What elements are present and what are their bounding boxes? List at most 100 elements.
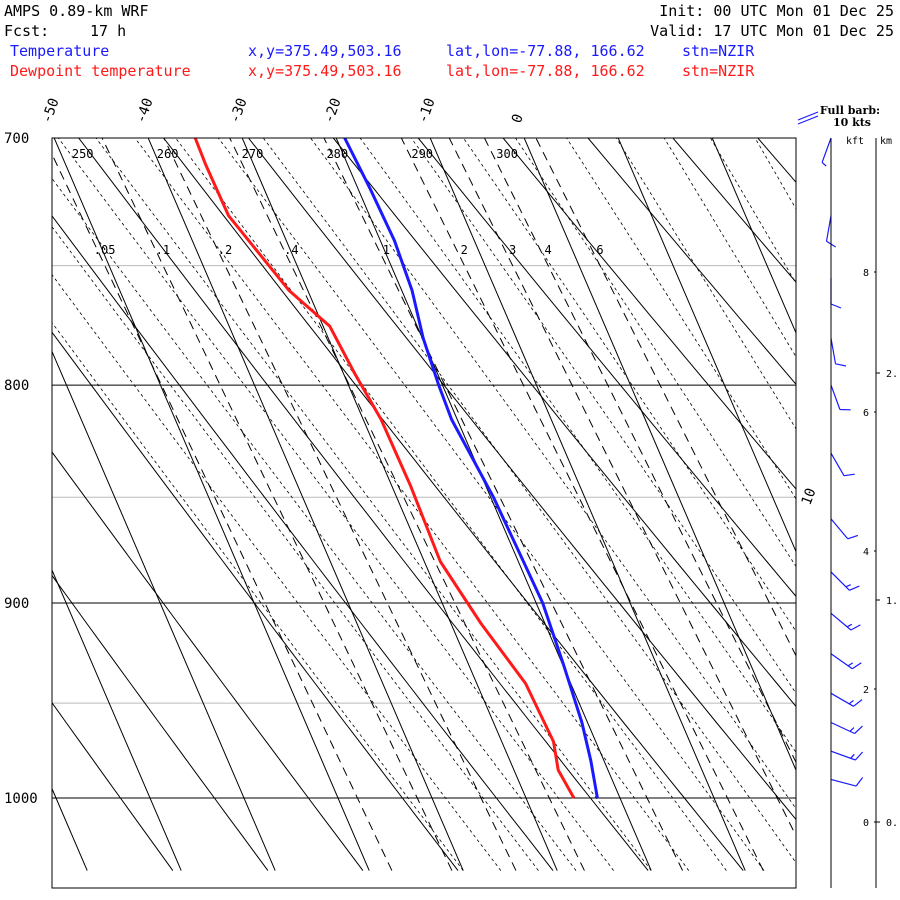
dry-adiabats xyxy=(52,138,796,871)
moist-adiabat-line xyxy=(515,138,796,568)
wind-barb xyxy=(830,750,864,761)
legend-temperature-xy: x,y=375.49,503.16 xyxy=(248,42,402,60)
legend-dewpoint-name: Dewpoint temperature xyxy=(10,62,191,80)
mixing-ratio-label: .1 xyxy=(156,243,170,257)
wind-barb xyxy=(821,137,832,167)
wind-barb xyxy=(830,338,847,367)
isotherm-line xyxy=(52,787,88,871)
moist-adiabat-line xyxy=(410,138,796,694)
mixing-ratio-line xyxy=(400,138,764,871)
dry-adiabat-line xyxy=(417,138,796,598)
moist-adiabat-line xyxy=(710,138,796,285)
mixing-ratio-label: .4 xyxy=(284,243,298,257)
dry-adiabat-line xyxy=(52,701,174,871)
theta-label: 290 xyxy=(411,147,433,161)
moist-adiabat-line xyxy=(615,138,796,430)
wind-barb xyxy=(830,452,855,477)
moist-adiabat-line xyxy=(754,138,796,210)
kft-label: kft xyxy=(846,136,864,147)
mixing-ratio-label: .2 xyxy=(218,243,232,257)
moist-adiabat-line xyxy=(52,177,577,871)
moist-adiabat-line xyxy=(359,138,796,753)
kft-tick-label: 4 xyxy=(863,547,869,558)
moist-adiabat-line xyxy=(310,138,796,810)
temperature-tick-label: -50 xyxy=(39,96,63,125)
sounding-series xyxy=(193,138,599,799)
barb-note: Full barb: 10 kts xyxy=(820,104,880,129)
legend-temperature-name: Temperature xyxy=(10,42,109,60)
height-axis: kft km 8 6 4 2 0 2. 1. 0. xyxy=(830,136,898,888)
chart-labels: 7008009001000-70-60-50-40-30-20-10025026… xyxy=(4,96,820,807)
mixing-ratio-line xyxy=(101,138,453,871)
moist-adiabat-line xyxy=(95,138,652,871)
wind-barb xyxy=(830,692,863,707)
wind-barb xyxy=(830,777,864,787)
isotherm-line xyxy=(147,138,464,871)
isotherm-line xyxy=(241,138,558,871)
pressure-tick-label: 800 xyxy=(4,378,29,394)
wind-barb xyxy=(830,612,861,631)
isotherm-line xyxy=(877,84,900,870)
fcst-label: Fcst: xyxy=(4,22,49,40)
dry-adiabat-line xyxy=(162,138,744,871)
mixing-ratio-line xyxy=(484,138,796,764)
theta-label: 260 xyxy=(157,147,179,161)
legend-dewpoint-latlon: lat,lon=-77.88, 166.62 xyxy=(446,62,645,80)
mixing-ratio-label: 4 xyxy=(544,243,551,257)
theta-label: 250 xyxy=(72,147,94,161)
dry-adiabat-line xyxy=(502,138,796,490)
legend-dewpoint-stn: stn=NZIR xyxy=(682,62,755,80)
wind-barb xyxy=(830,721,863,735)
barb-key-icon xyxy=(797,111,819,125)
pressure-tick-label: 1000 xyxy=(4,791,38,807)
pressure-tick-label: 900 xyxy=(4,596,29,612)
legend-temperature-latlon: lat,lon=-77.88, 166.62 xyxy=(446,42,645,60)
wind-barb xyxy=(830,384,851,411)
mixing-ratio-line xyxy=(52,153,393,871)
theta-label: 270 xyxy=(242,147,264,161)
isotherm-line xyxy=(783,84,900,870)
isotherm-line xyxy=(53,138,370,871)
plot-frame xyxy=(51,137,797,889)
moist-adiabat-line xyxy=(52,274,502,871)
kft-tick-label: 2 xyxy=(863,685,869,696)
mixing-ratio-line xyxy=(163,138,517,871)
isotherms xyxy=(52,84,900,871)
moist-adiabats xyxy=(52,138,796,871)
mixing-ratio-label: 3 xyxy=(509,243,516,257)
moist-adiabat-line xyxy=(52,321,464,871)
km-tick-label: 0. xyxy=(886,818,898,829)
dry-adiabat-line xyxy=(587,138,796,386)
mixing-ratio-line xyxy=(535,138,796,657)
moist-adiabat-line xyxy=(175,138,727,871)
temperature-tick-label: -20 xyxy=(321,96,345,125)
barb-note-line1: Full barb: xyxy=(820,104,880,117)
legend-temperature-stn: stn=NZIR xyxy=(682,42,755,60)
km-label: km xyxy=(880,136,892,147)
isotherm-line xyxy=(617,138,796,553)
extra-isotherm-label: 10 xyxy=(799,486,820,507)
mixing-ratio-line xyxy=(323,138,684,871)
mixing-ratio-lines xyxy=(52,138,796,871)
km-tick-label: 1. xyxy=(886,596,898,607)
moist-adiabat-line xyxy=(462,138,796,633)
isotherm-line xyxy=(52,568,182,871)
temperature-tick-label: -10 xyxy=(415,96,439,125)
moist-adiabat-line xyxy=(663,138,796,358)
temperature-tick-label: -30 xyxy=(227,96,251,125)
dry-adiabat-line xyxy=(52,215,554,871)
temperature-line xyxy=(343,138,599,799)
mixing-ratio-label: .05 xyxy=(94,243,116,257)
pressure-tick-label: 700 xyxy=(4,131,29,147)
dry-adiabat-line xyxy=(78,138,649,871)
wind-barb xyxy=(830,653,862,670)
kft-tick-label: 6 xyxy=(863,408,869,419)
dewpoint-line xyxy=(193,138,576,799)
model-title: AMPS 0.89-km WRF xyxy=(4,2,149,20)
header: AMPS 0.89-km WRF Fcst: 17 h Init: 00 UTC… xyxy=(4,2,894,80)
legend-dewpoint-xy: x,y=375.49,503.16 xyxy=(248,62,402,80)
mixing-ratio-label: 1 xyxy=(383,243,390,257)
moist-adiabat-line xyxy=(52,226,539,871)
barb-note-line2: 10 kts xyxy=(833,116,871,129)
